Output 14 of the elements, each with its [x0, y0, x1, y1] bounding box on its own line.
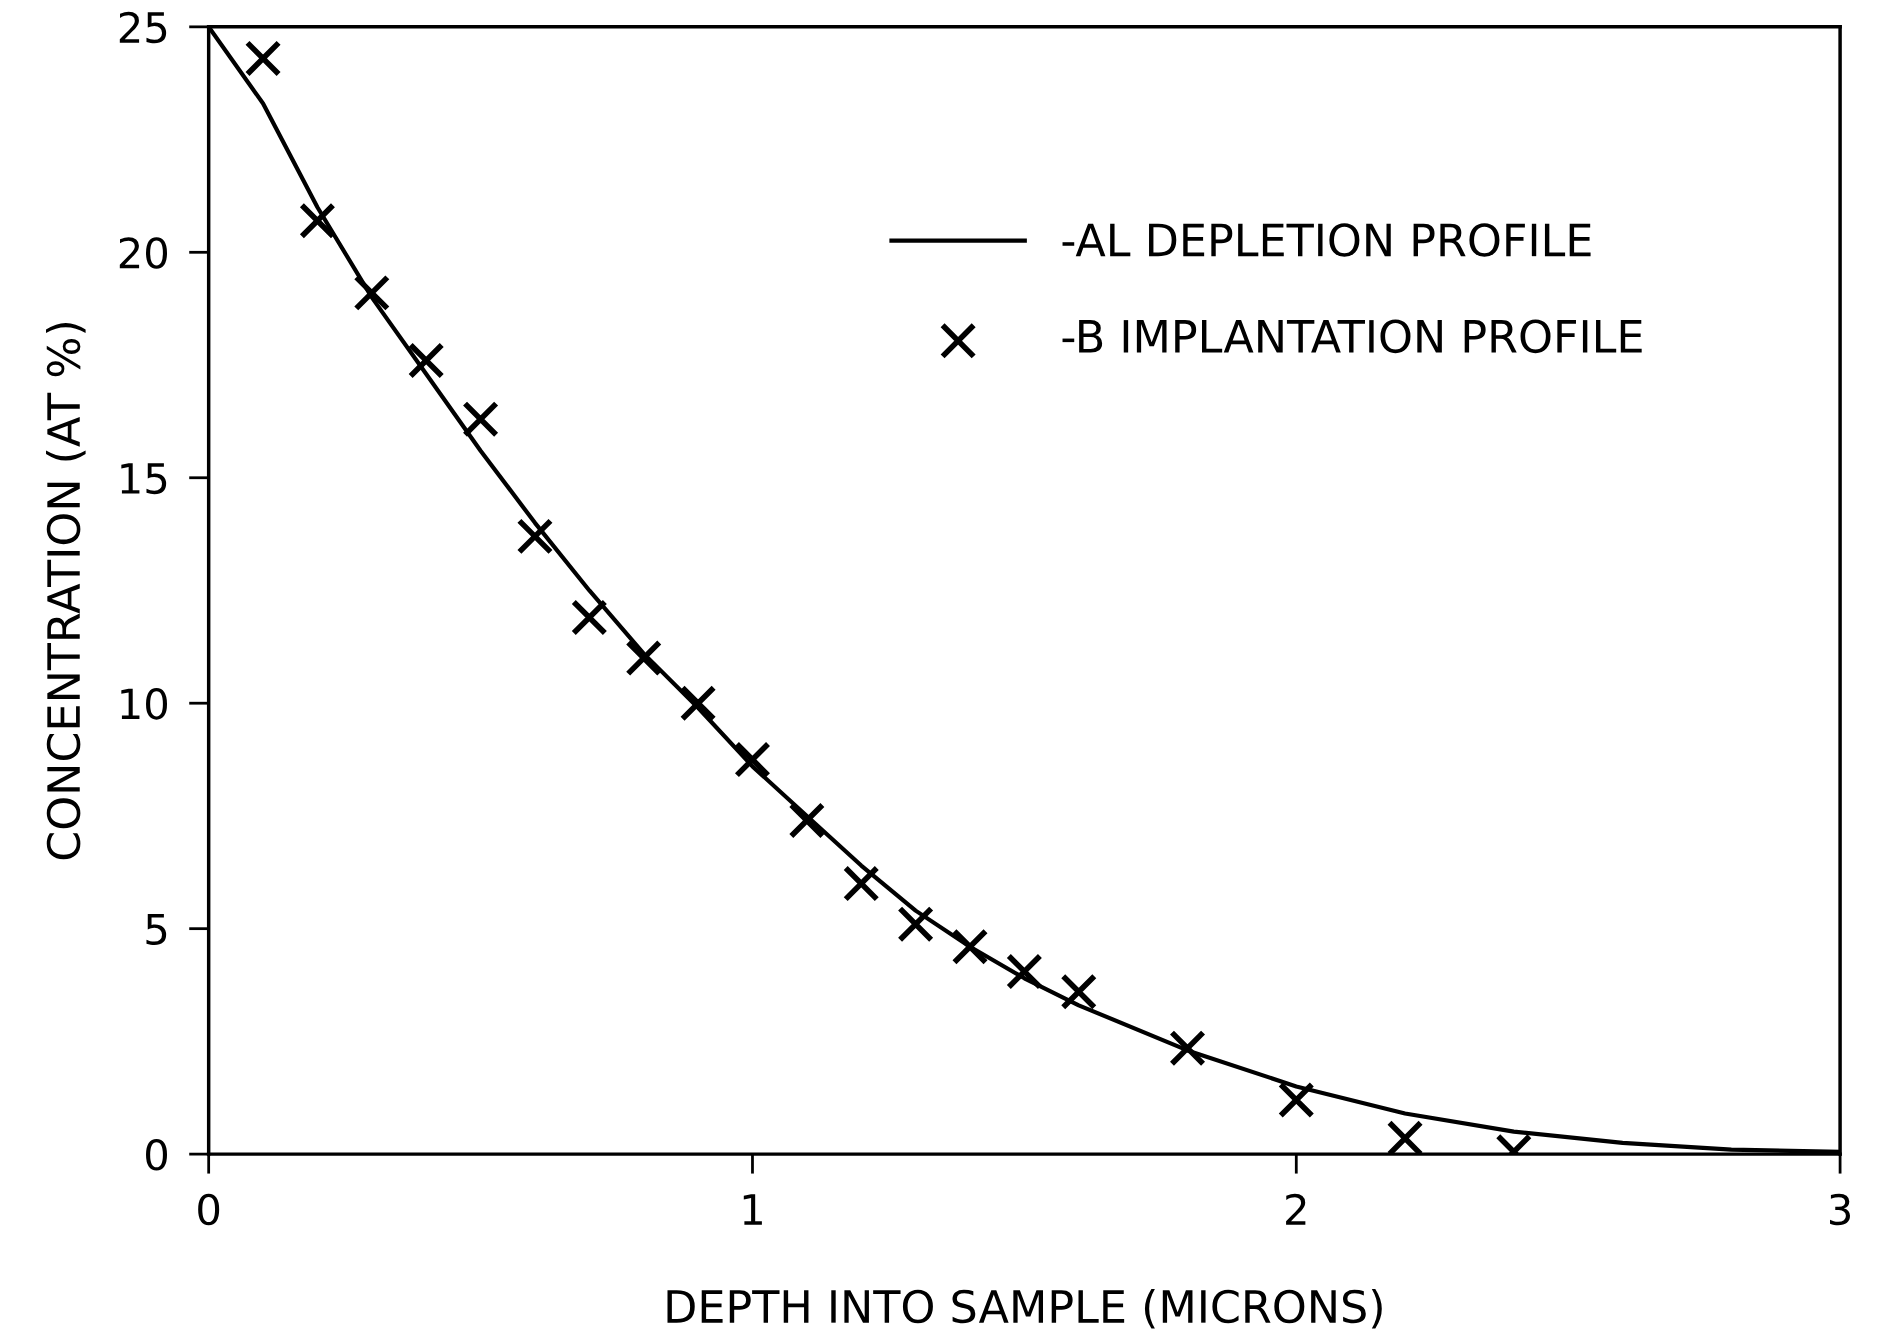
y-tick-label: 5 — [146, 914, 167, 946]
legend-label: -AL DEPLETION PROFILE — [1062, 223, 1591, 257]
y-tick-label: 20 — [119, 237, 168, 269]
y-tick-label: 10 — [121, 688, 168, 720]
legend-label: -B IMPLANTATION PROFILE — [1062, 319, 1642, 354]
y-tick-label: 15 — [121, 463, 167, 495]
x-axis-title: DEPTH INTO SAMPLE (MICRONS) — [667, 1288, 1382, 1329]
y-tick-label: 25 — [119, 11, 167, 44]
y-axis-title: CONCENTRATION (AT %) — [46, 323, 86, 860]
x-tick-label: 0 — [198, 1193, 220, 1226]
x-tick-label: 2 — [1286, 1193, 1306, 1225]
y-tick-label: 0 — [146, 1139, 168, 1171]
x-tick-label: 1 — [743, 1194, 762, 1225]
x-tick-label: 3 — [1830, 1193, 1851, 1226]
